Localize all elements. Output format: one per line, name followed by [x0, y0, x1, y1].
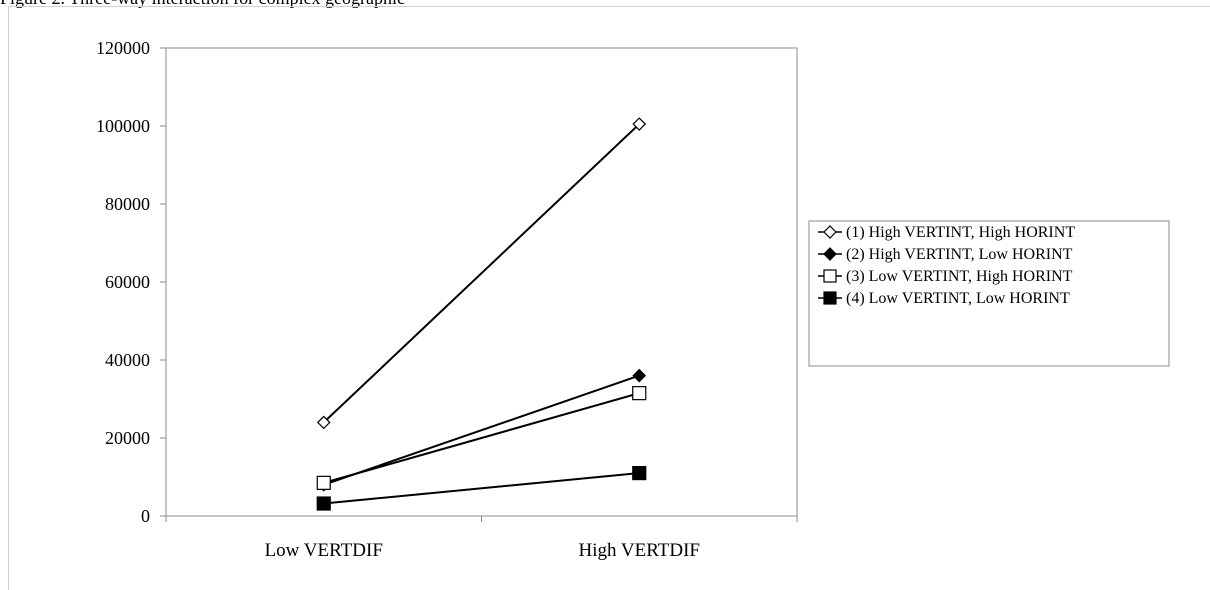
series-1	[316, 117, 647, 430]
series-line	[323, 123, 640, 424]
series-layer	[316, 117, 647, 511]
x-axis: Low VERTDIF High VERTDIF	[165, 516, 798, 561]
x-tick-label: Low VERTDIF	[265, 540, 383, 561]
series-3	[316, 386, 647, 490]
legend-label: (4) Low VERTINT, Low HORINT	[846, 290, 1070, 307]
legend-entry: (3) Low VERTINT, High HORINT	[818, 268, 1073, 285]
legend-box	[808, 220, 1170, 367]
legend-marker	[823, 247, 837, 261]
data-point	[632, 466, 647, 481]
data-point	[316, 496, 331, 511]
y-tick-label: 20000	[105, 428, 150, 448]
y-axis: 0 20000 40000 60000 80000 100000 120000	[96, 38, 166, 526]
figure-caption-text: Figure 2. Three-way interaction for comp…	[0, 0, 405, 8]
y-tick-label: 120000	[96, 38, 150, 58]
data-point	[632, 117, 647, 131]
y-tick-label: 100000	[96, 116, 150, 136]
legend-marker	[823, 269, 837, 283]
series-line	[323, 374, 640, 486]
frame-top-border	[8, 6, 1210, 7]
series-4	[316, 466, 647, 511]
y-tick-label: 80000	[105, 194, 150, 214]
legend: (1) High VERTINT, High HORINT (2) High VE…	[808, 220, 1170, 367]
legend-entry: (4) Low VERTINT, Low HORINT	[818, 290, 1070, 307]
data-point	[316, 415, 331, 430]
legend-entry: (1) High VERTINT, High HORINT	[818, 224, 1075, 241]
figure-caption-strip: Figure 2. Three-way interaction for comp…	[0, 0, 1210, 8]
data-point	[632, 386, 647, 401]
legend-label: (2) High VERTINT, Low HORINT	[846, 246, 1073, 263]
y-tick-label: 60000	[105, 272, 150, 292]
y-tick-label: 40000	[105, 350, 150, 370]
data-point	[316, 475, 331, 490]
x-tick-label: High VERTDIF	[579, 540, 701, 561]
legend-label: (1) High VERTINT, High HORINT	[846, 224, 1075, 241]
series-line	[323, 472, 640, 505]
y-tick-label: 0	[141, 506, 150, 526]
legend-label: (3) Low VERTINT, High HORINT	[846, 268, 1073, 285]
legend-marker	[823, 225, 837, 239]
legend-entry: (2) High VERTINT, Low HORINT	[818, 246, 1073, 263]
frame-left-border	[8, 6, 9, 590]
series-line	[323, 392, 640, 484]
plot-area	[165, 47, 798, 517]
data-point	[632, 368, 647, 383]
legend-marker	[823, 291, 837, 305]
